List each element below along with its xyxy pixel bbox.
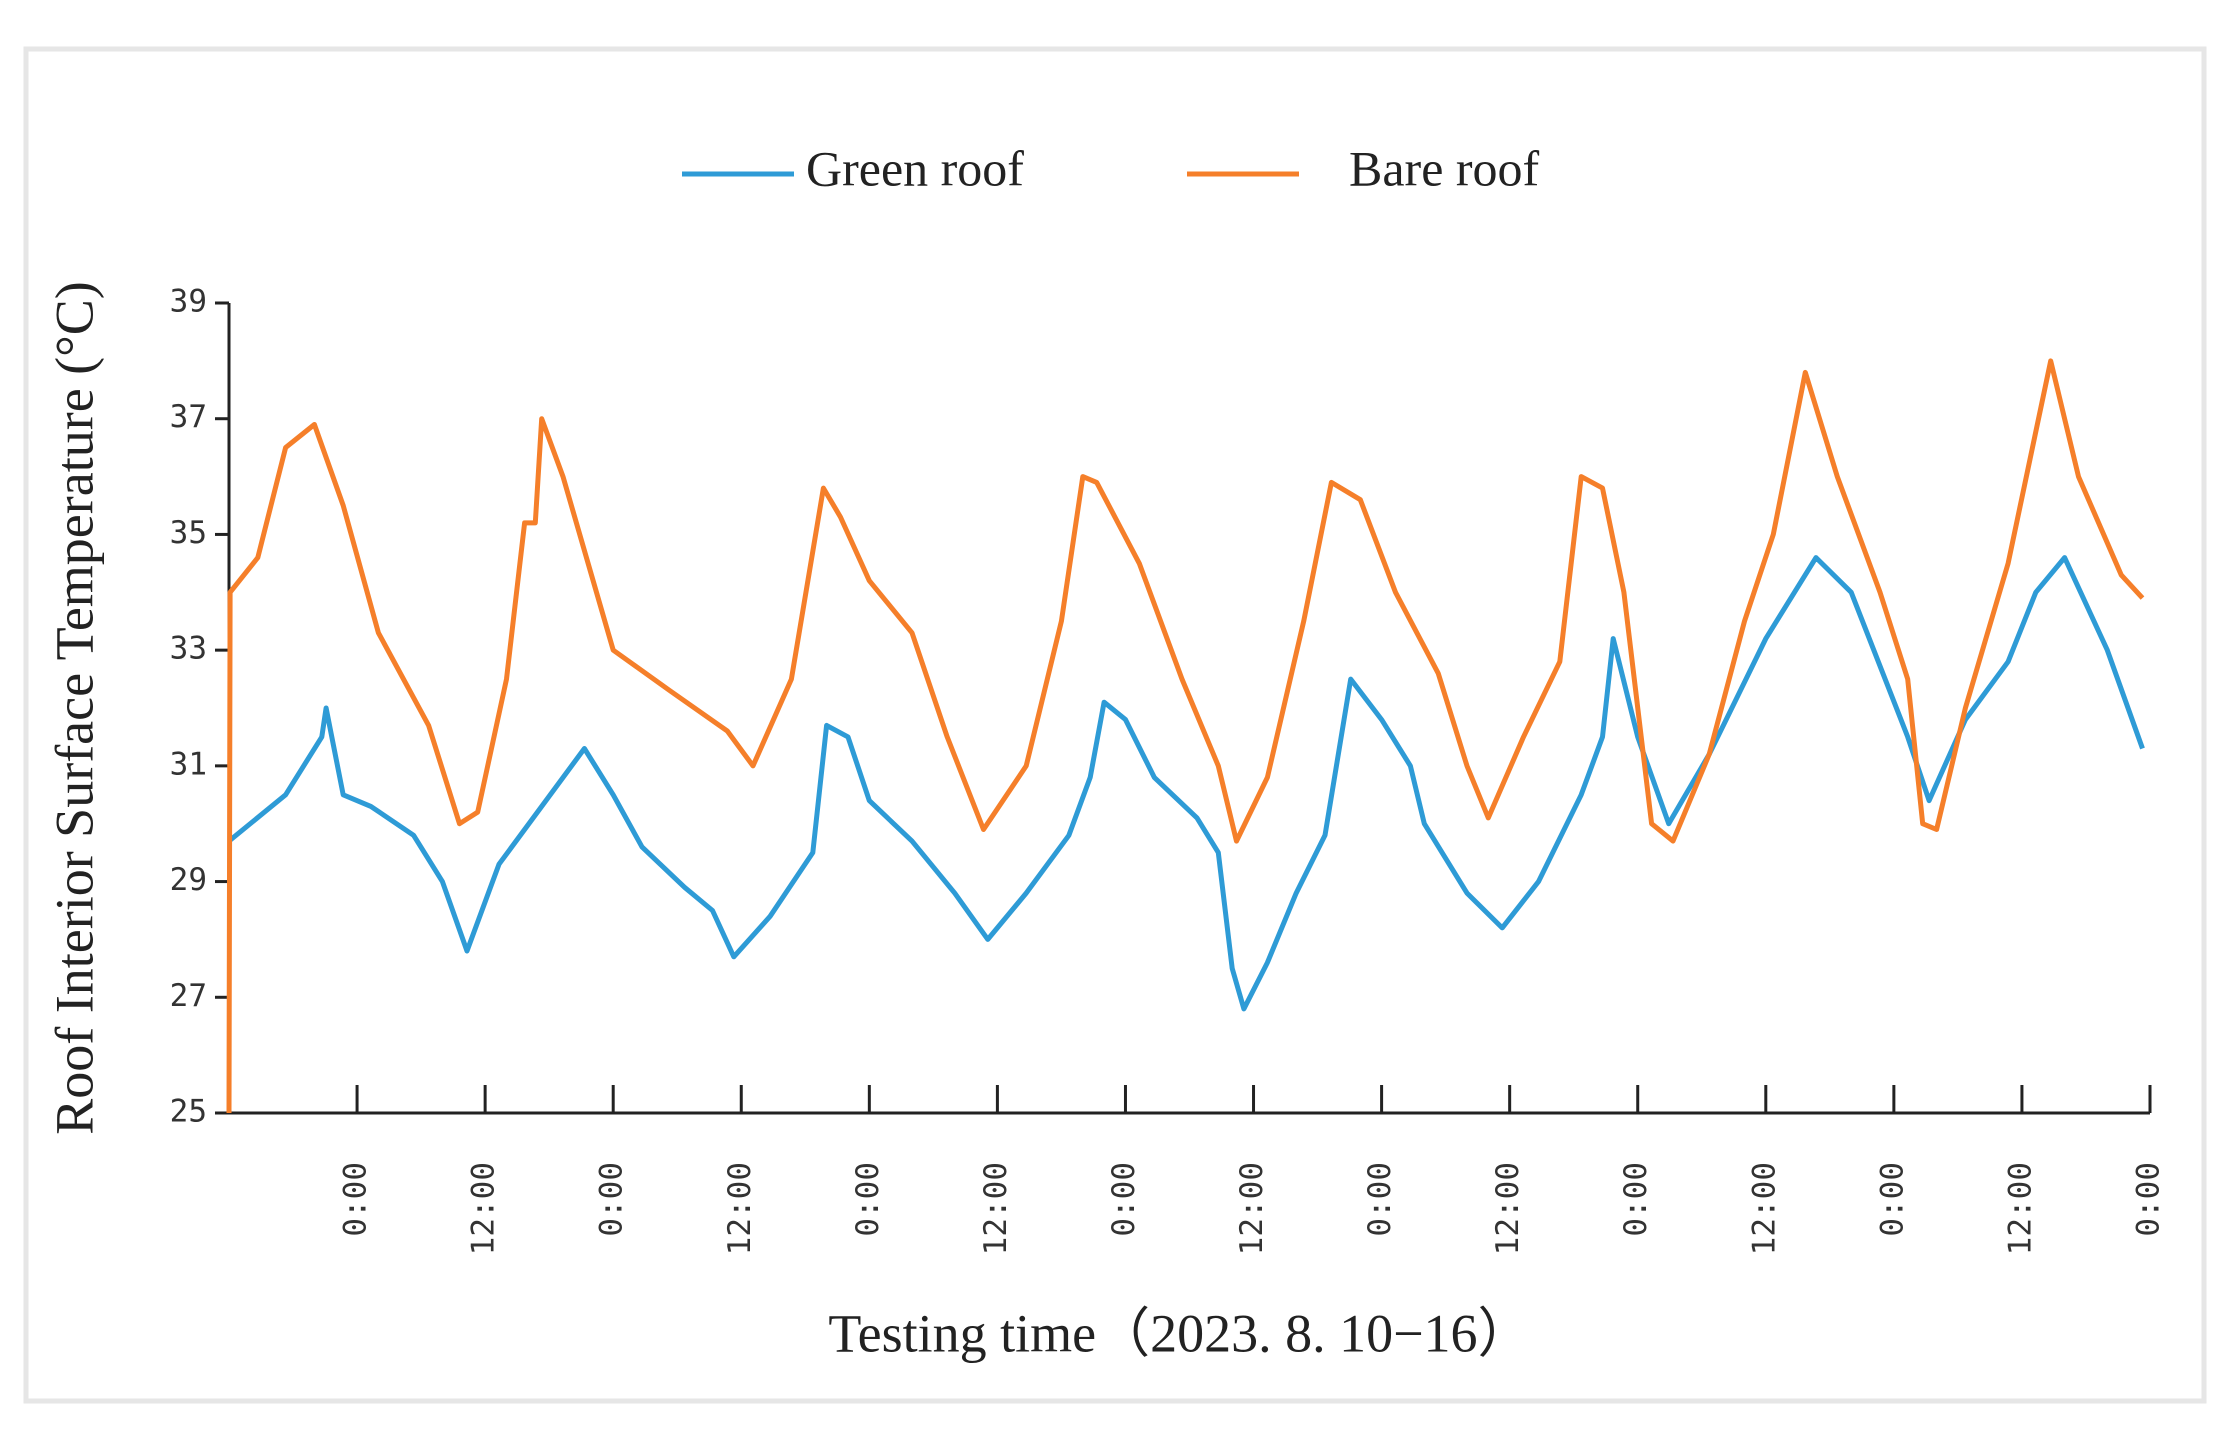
y-tick-label: 33	[170, 631, 207, 667]
y-tick-label: 25	[170, 1094, 207, 1130]
x-tick-label: 12:00	[978, 1162, 1014, 1255]
x-tick-label: 0:00	[338, 1162, 374, 1237]
x-tick-label: 12:00	[2002, 1162, 2038, 1255]
x-tick-label: 12:00	[1746, 1162, 1782, 1255]
y-axis-label: Roof Interior Surface Temperature (°C)	[44, 281, 104, 1134]
x-tick-label: 12:00	[722, 1162, 758, 1255]
series-line	[227, 555, 2145, 1012]
x-tick-label: 0:00	[2131, 1162, 2167, 1237]
series-line	[226, 358, 2145, 1114]
x-tick-label: 12:00	[1490, 1162, 1526, 1255]
legend-label: Green roof	[806, 140, 1024, 196]
frame	[23, 46, 2207, 1404]
y-tick-label: 27	[170, 978, 207, 1014]
x-axis-label: Testing time（2023. 8. 10−16）	[828, 1303, 1531, 1363]
y-tick-label: 31	[170, 746, 207, 782]
x-tick-label: 0:00	[1618, 1162, 1654, 1237]
x-tick-label: 0:00	[850, 1162, 886, 1237]
y-tick-label: 29	[170, 862, 207, 898]
x-tick-label: 0:00	[1106, 1162, 1142, 1237]
y-tick-label: 35	[170, 515, 207, 551]
legend-label: Bare roof	[1349, 140, 1540, 196]
x-tick-label: 0:00	[1874, 1162, 1910, 1237]
x-tick-label: 12:00	[1234, 1162, 1270, 1255]
y-tick-label: 39	[170, 284, 207, 320]
x-tick-label: 0:00	[1362, 1162, 1398, 1237]
x-tick-label: 12:00	[466, 1162, 502, 1255]
x-tick-label: 0:00	[594, 1162, 630, 1237]
y-tick-label: 37	[170, 399, 207, 435]
